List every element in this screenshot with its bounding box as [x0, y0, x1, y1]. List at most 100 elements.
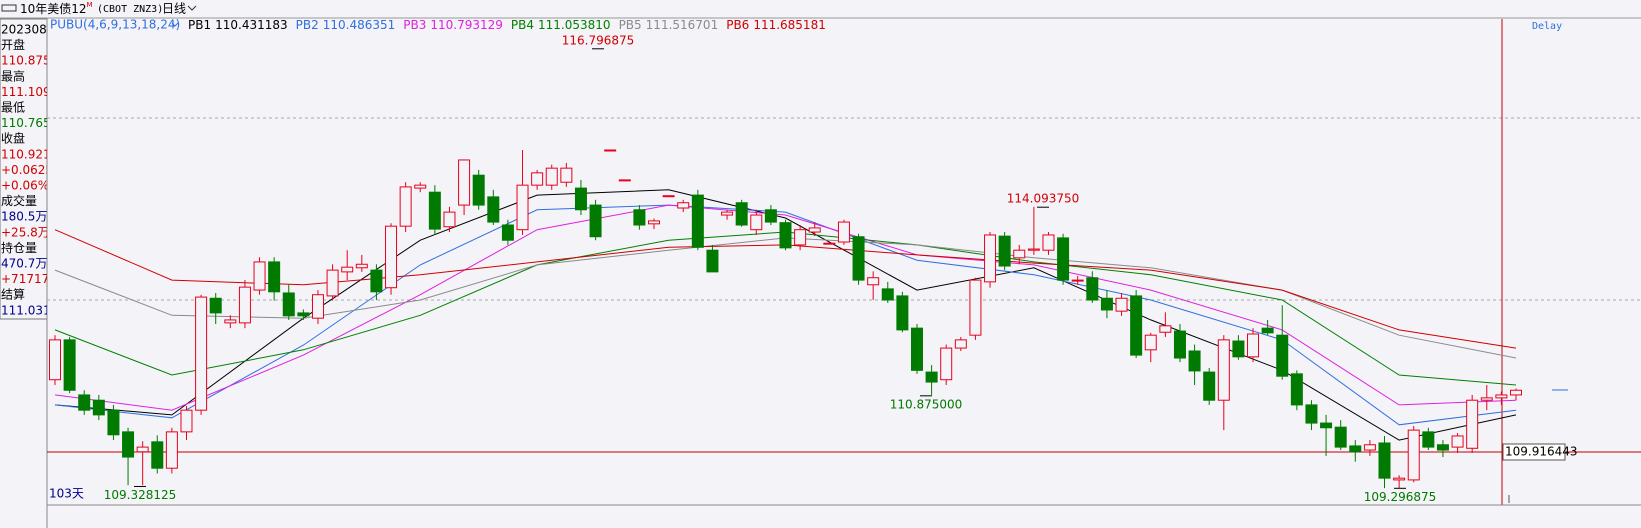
info-item: 110.9218: [1, 147, 58, 161]
candle-body: [326, 269, 339, 297]
info-item: 110.7656: [1, 116, 58, 130]
candle-body: [896, 295, 909, 331]
candle-body: [1217, 339, 1230, 401]
legend-value: 110.793129: [430, 18, 503, 32]
candle-body: [1305, 404, 1318, 424]
info-item: 111.1093: [1, 85, 58, 99]
candle-body: [443, 211, 456, 228]
candle-body: [385, 225, 398, 289]
candle-body: [794, 229, 807, 246]
candle-body: [881, 288, 894, 301]
candle-body: [1100, 297, 1113, 311]
candle-body: [1042, 234, 1055, 251]
instrument-title[interactable]: 10年美债12M: [20, 1, 93, 16]
candle-body: [122, 431, 135, 458]
legend-name: PB4: [511, 18, 534, 32]
candle-body: [823, 242, 836, 245]
candle-body: [151, 441, 164, 469]
candle-body: [370, 269, 383, 293]
candle-body: [107, 409, 120, 436]
candle-body: [180, 409, 193, 433]
annotation-label: 110.875000: [890, 397, 963, 411]
info-item: 470.7万: [1, 257, 47, 271]
last-price-box: [1502, 443, 1566, 461]
candle-body: [1130, 295, 1143, 356]
legend-name: PB2: [296, 18, 319, 32]
info-item: 收盘: [1, 131, 25, 146]
indicator-name[interactable]: PUBU(4,6,9,13,18,24): [50, 18, 180, 32]
info-item: 开盘: [1, 37, 25, 52]
candle-body: [1451, 435, 1464, 448]
candle-body: [516, 184, 529, 231]
window-icon[interactable]: [1, 4, 17, 12]
candle-body: [355, 263, 368, 269]
info-item: 180.5万: [1, 210, 47, 224]
candle-body: [224, 319, 237, 324]
candle-body: [458, 159, 471, 206]
candle-body: [1247, 333, 1260, 358]
title: 10年美债12: [20, 2, 87, 16]
candle-body: [1188, 350, 1201, 372]
info-item: +25.8万: [1, 225, 50, 239]
candle-body: [1290, 373, 1303, 406]
candle-body: [691, 194, 704, 248]
candle-body: [136, 446, 149, 453]
legend-name: PB6: [726, 18, 749, 32]
candle-body: [1407, 429, 1420, 481]
superscript: M: [87, 1, 93, 9]
info-item: 111.0312: [1, 303, 58, 317]
legend-value: 111.053810: [538, 18, 611, 32]
info-item: +71717: [1, 272, 49, 286]
candle-body: [618, 179, 631, 182]
candle-body: [195, 296, 208, 411]
legend: PB1 110.431183 PB2 110.486351 PB3 110.793129 P…: [188, 18, 826, 32]
candle-body: [282, 292, 295, 317]
candle-body: [969, 279, 982, 336]
candle-body: [92, 399, 105, 416]
period-selector[interactable]: 日线: [162, 2, 186, 16]
candle-body: [1261, 327, 1274, 334]
candle-body: [1232, 340, 1245, 358]
candle-body: [1480, 397, 1493, 401]
candle-body: [940, 347, 953, 381]
info-item: 持仓量: [1, 240, 37, 255]
info-item: 20230831: [1, 23, 62, 37]
indicator-arrow[interactable]: [171, 22, 179, 27]
candle-body: [1086, 277, 1099, 301]
dropdown-arrow[interactable]: [187, 5, 197, 11]
candle-body: [589, 204, 602, 238]
legend-name: PB5: [619, 18, 642, 32]
candle-body: [1393, 477, 1406, 481]
candle-body: [1115, 297, 1128, 312]
candle-body: [1173, 330, 1186, 359]
candle-body: [49, 339, 61, 381]
candle-body: [998, 235, 1011, 267]
info-panel: [0, 18, 48, 320]
candle-body: [1378, 442, 1391, 479]
candle-body: [808, 227, 821, 233]
annotation-label: 114.093750: [1007, 192, 1080, 206]
candle-body: [1466, 399, 1479, 449]
candle-body: [1144, 334, 1157, 351]
annotation-label: 109.296875: [1364, 490, 1437, 504]
candle-body: [1349, 445, 1362, 453]
candle-body: [925, 371, 938, 383]
candle-body: [341, 266, 354, 273]
info-item: +0.0625: [1, 163, 53, 177]
delay-flag: Delay: [1532, 21, 1562, 32]
candle-body: [648, 220, 661, 225]
candle-body: [399, 186, 412, 227]
candle-body: [662, 195, 675, 198]
info-item: +0.06%: [1, 179, 49, 193]
candle-body: [472, 174, 485, 206]
candle-body: [1027, 248, 1040, 251]
candle-body: [1436, 444, 1449, 451]
info-item: 110.8750: [1, 54, 58, 68]
info-item: 最低: [1, 101, 25, 115]
candle-body: [560, 167, 573, 183]
candle-body: [1510, 389, 1522, 396]
candle-body: [487, 196, 500, 223]
candle-body: [837, 221, 850, 243]
candle-body: [910, 327, 923, 371]
